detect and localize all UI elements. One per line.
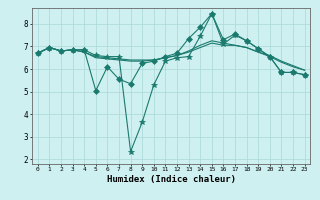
- X-axis label: Humidex (Indice chaleur): Humidex (Indice chaleur): [107, 175, 236, 184]
